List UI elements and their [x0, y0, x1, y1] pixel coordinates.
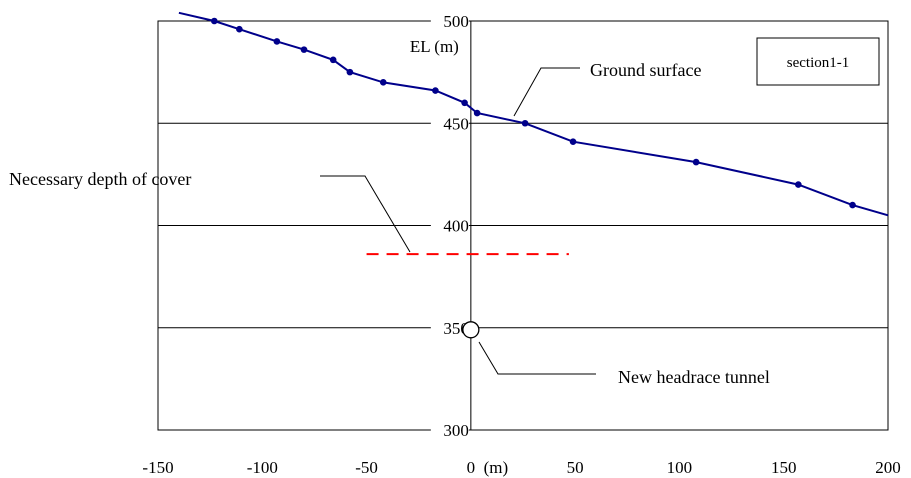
- tick-labels: 300 350 400 450 500 -150 -100 -50 0 50 100 150 200 (m…: [142, 11, 901, 477]
- x-tick-label: 200: [875, 458, 901, 477]
- tunnel-label: New headrace tunnel: [618, 367, 770, 387]
- ground-surface-point: [795, 181, 802, 188]
- x-tick-label: 0: [467, 458, 476, 477]
- y-tick-label: 350: [443, 319, 469, 338]
- plot-frame: [157, 20, 889, 431]
- y-tick-label: 500: [443, 12, 469, 31]
- ground-surface-point: [692, 158, 700, 166]
- y-tick-label: 300: [443, 421, 469, 440]
- y-tick-bg: [430, 420, 469, 440]
- ground-surface-point: [236, 25, 243, 33]
- x-tick-label: 100: [667, 458, 693, 477]
- section-box: [756, 37, 880, 86]
- cover-label: Necessary depth of cover: [9, 169, 191, 189]
- series-layer: [178, 11, 889, 339]
- y-tick-bg: [430, 317, 469, 338]
- y-axis-title: EL (m): [410, 37, 459, 56]
- annotations: Ground surface section1-1 Necessary depth …: [9, 37, 880, 387]
- y-tick-bg: [430, 113, 469, 134]
- ground-surface-point: [849, 201, 856, 209]
- ground-surface-point: [273, 38, 281, 45]
- ground-surface-point: [346, 68, 354, 76]
- x-tick-label: -100: [247, 458, 278, 477]
- x-tick-label: -150: [142, 458, 173, 477]
- ground-surface-point: [461, 99, 468, 107]
- ground-surface-point: [473, 109, 481, 117]
- x-tick-label: 150: [771, 458, 797, 477]
- ground-surface-point: [521, 119, 529, 127]
- axes: [157, 20, 889, 431]
- ground-surface-point: [379, 79, 387, 86]
- cover-leader: [320, 175, 411, 253]
- y-tick-bg: [430, 11, 469, 31]
- ground-surface-point: [569, 138, 577, 145]
- y-tick-label: 400: [443, 217, 469, 236]
- x-tick-label: -50: [355, 458, 378, 477]
- ground-surface-point: [300, 46, 308, 53]
- ground-surface-point: [329, 56, 337, 64]
- tunnel-leader: [478, 341, 596, 375]
- ground-surface-point: [432, 87, 439, 94]
- ground-surface-label: Ground surface: [590, 60, 701, 80]
- y-tick-label: 450: [443, 114, 469, 133]
- y-tick-bg: [430, 215, 469, 236]
- ground-surface-leader: [513, 67, 580, 117]
- x-tick-label: 50: [567, 458, 584, 477]
- section-label: section1-1: [787, 55, 849, 71]
- new-headrace-tunnel-marker: [462, 321, 480, 339]
- ground-surface-point: [211, 17, 218, 25]
- x-unit-label: (m): [484, 458, 509, 477]
